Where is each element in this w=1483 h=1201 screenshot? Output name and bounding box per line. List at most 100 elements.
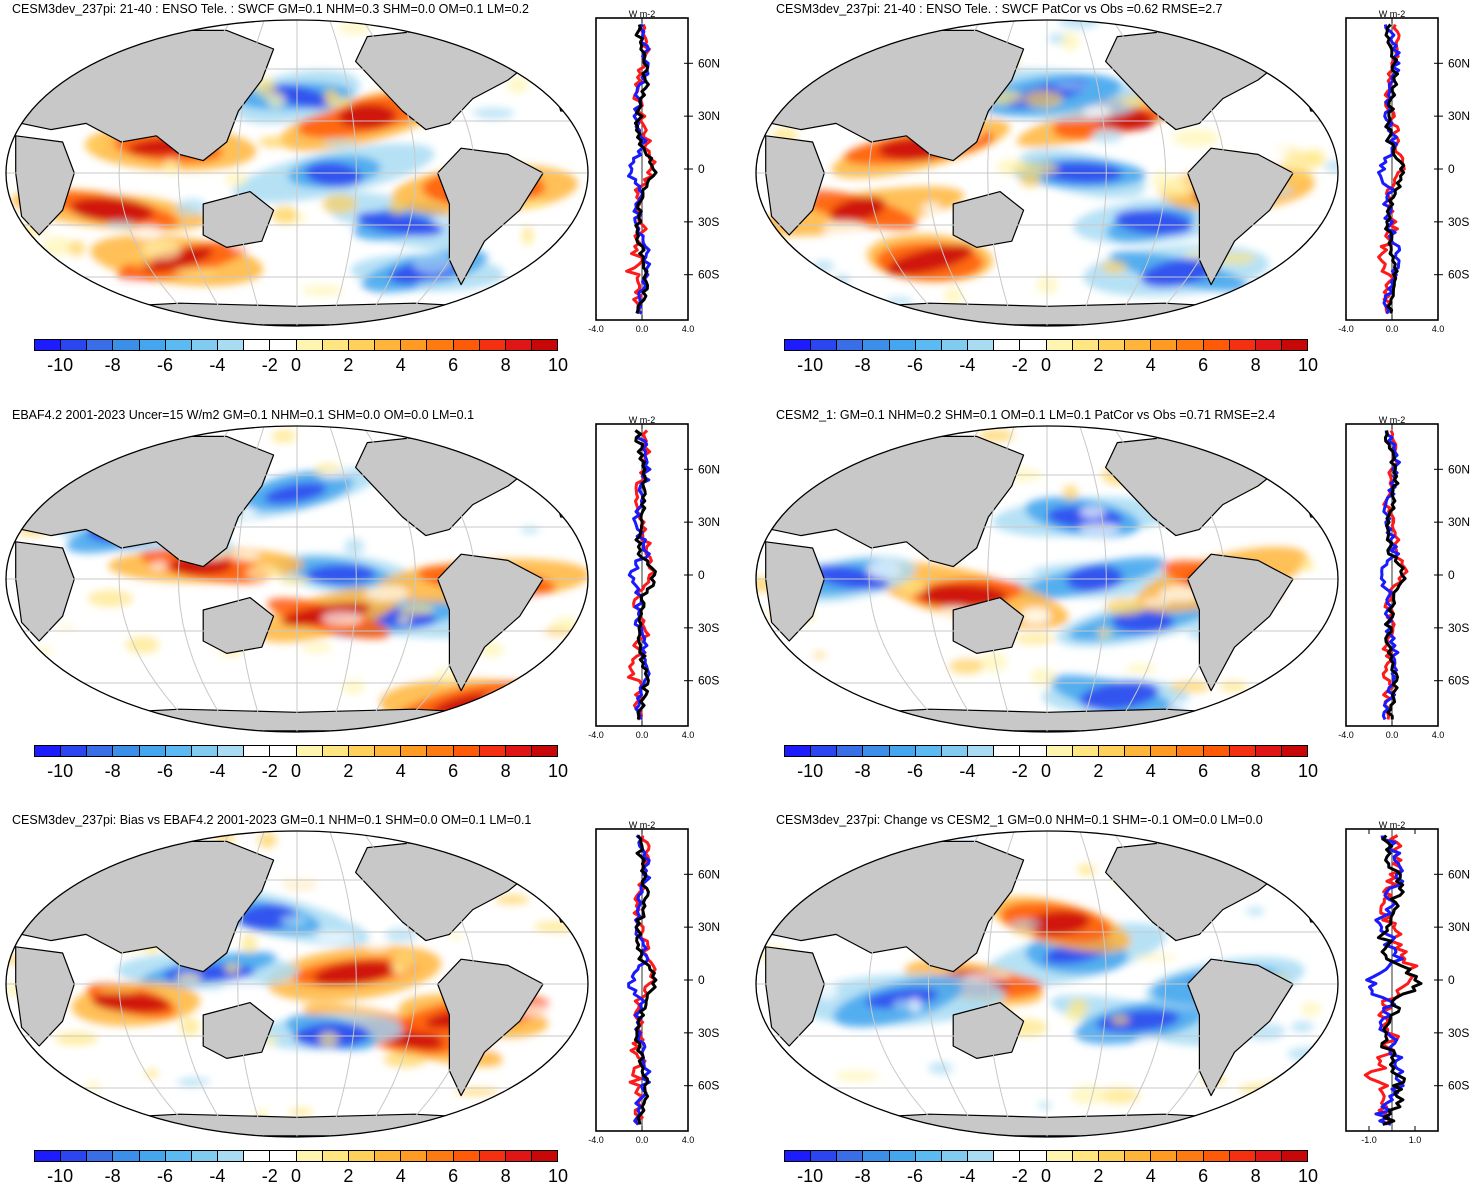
figure-panel-0: CESM3dev_237pi: 21-40 : ENSO Tele. : SWC… — [0, 0, 740, 390]
colorbar-swatch — [1020, 1151, 1047, 1161]
anomaly-speckle — [521, 225, 534, 246]
land-australia — [202, 191, 275, 248]
colorbar-swatch — [479, 746, 506, 756]
colorbar-tick-label: 6 — [1198, 1166, 1209, 1186]
colorbar-swatch — [401, 746, 428, 756]
colorbar-tick-label: 0 — [1040, 761, 1052, 781]
anomaly-speckle — [35, 1117, 60, 1131]
anomaly-speckle — [68, 33, 112, 46]
anomaly-speckle — [82, 652, 124, 659]
anomaly-speckle — [1137, 973, 1155, 981]
lat-tick-label: 30N — [698, 515, 720, 529]
anomaly-speckle — [1172, 128, 1220, 147]
anomaly-speckle — [963, 972, 1011, 982]
map-panel-4 — [5, 830, 589, 1138]
anomaly-speckle — [520, 683, 566, 699]
colorbar-tick-label: -10 — [797, 761, 824, 781]
colorbar-swatch — [270, 340, 297, 350]
anomaly-speckle — [321, 194, 358, 214]
colorbar-swatch — [453, 340, 480, 350]
anomaly-speckle — [786, 1125, 835, 1137]
colorbar-tick-label: 8 — [500, 355, 511, 375]
anomaly-speckle — [483, 131, 523, 139]
colorbar-tick-label: 2 — [1093, 1166, 1104, 1186]
anomaly-speckle — [6, 1109, 30, 1127]
anomaly-speckle — [224, 171, 248, 187]
colorbar-swatch — [1229, 746, 1256, 756]
anomaly-speckle — [1019, 172, 1042, 188]
map-outline — [5, 19, 589, 327]
map-panel-3 — [755, 425, 1339, 733]
anomaly-speckle — [756, 264, 775, 274]
anomaly-speckle — [1079, 506, 1106, 519]
zonal-mean-plot-5: W m-2 60N 30N 0 30S 60S -1.0 1.0 — [1345, 820, 1470, 1145]
anomaly-speckle — [84, 138, 106, 151]
anomaly-speckle — [1164, 657, 1188, 677]
anomaly-speckle — [437, 311, 476, 326]
anomaly-speckle — [103, 185, 143, 192]
anomaly-speckle — [551, 1051, 588, 1069]
colorbar-tick-label: -8 — [104, 355, 121, 375]
anomaly-speckle — [1135, 1035, 1165, 1048]
colorbar-tick-label: 0 — [1040, 1166, 1052, 1186]
anomaly-speckle — [903, 721, 930, 732]
colorbar-swatch — [941, 340, 969, 350]
graticule — [6, 831, 588, 1137]
anomaly-speckle — [310, 509, 333, 525]
anomaly-speckle — [871, 1128, 889, 1137]
anomaly-speckle — [812, 652, 828, 659]
lat-tick-label: 0 — [1448, 973, 1455, 987]
anomaly-speckle — [756, 317, 778, 325]
zonal-mean-line-red — [625, 23, 657, 315]
colorbar-swatch — [531, 340, 558, 350]
land-australia — [952, 597, 1025, 654]
colorbar-swatch — [1046, 746, 1073, 756]
map-outline — [755, 19, 1339, 327]
colorbar-tick-label: -4 — [209, 1166, 226, 1186]
anomaly-speckle — [1060, 31, 1080, 51]
colorbar-swatch — [994, 1151, 1021, 1161]
colorbar-tick-label: -8 — [854, 1166, 871, 1186]
anomaly-speckle — [993, 567, 1037, 580]
anomaly-speckle — [1246, 906, 1265, 916]
zonal-mean-line-black — [633, 23, 658, 314]
colorbar-swatch — [348, 746, 376, 756]
anomaly-speckle — [1097, 627, 1112, 638]
zonal-x-tick-label: 1.0 — [1409, 1135, 1422, 1145]
lat-tick-label: 30N — [698, 920, 720, 934]
anomaly-blob — [886, 244, 974, 276]
anomaly-speckle — [948, 1057, 984, 1076]
lat-tick-label: 0 — [698, 162, 705, 176]
colorbar-swatch — [1072, 340, 1099, 350]
anomaly-speckle — [87, 589, 134, 608]
anomaly-speckle — [142, 240, 182, 261]
land-greenland — [1233, 23, 1294, 56]
zonal-mean-plot-1: W m-2 60N 30N 0 30S 60S -4.0 0.0 4.0 — [1338, 9, 1470, 334]
anomaly-speckle — [559, 872, 588, 891]
anomaly-speckle — [342, 909, 385, 923]
anomaly-speckle — [1176, 1100, 1193, 1118]
anomaly-blob — [305, 162, 363, 187]
figure-panel-1: CESM3dev_237pi: 21-40 : ENSO Tele. : SWC… — [750, 0, 1483, 390]
colorbar-swatch — [994, 746, 1021, 756]
colorbar-swatch — [453, 1151, 480, 1161]
lat-tick-label: 30S — [1448, 1026, 1469, 1040]
anomaly-blob — [830, 196, 886, 223]
anomaly-speckle — [150, 560, 168, 571]
colorbar-tick-label: 6 — [448, 761, 459, 781]
zonal-x-tick-label: -4.0 — [588, 730, 604, 740]
colorbar-tick-label: 8 — [1250, 1166, 1261, 1186]
colorbar-tick-label: 10 — [547, 355, 569, 375]
anomaly-speckle — [756, 1090, 781, 1099]
anomaly-speckle — [846, 708, 863, 725]
colorbar-tick-label: -10 — [47, 1166, 74, 1186]
anomaly-speckle — [224, 963, 241, 974]
anomaly-speckle — [784, 881, 805, 899]
zonal-x-tick-label: -4.0 — [1338, 324, 1354, 334]
anomaly-blob — [1066, 565, 1123, 592]
anomaly-speckle — [1082, 105, 1112, 120]
anomaly-speckle — [6, 468, 22, 475]
anomaly-speckle — [1287, 1046, 1330, 1062]
colorbar-tick-label: 2 — [343, 1166, 354, 1186]
zonal-x-tick-label: 0.0 — [636, 1135, 649, 1145]
